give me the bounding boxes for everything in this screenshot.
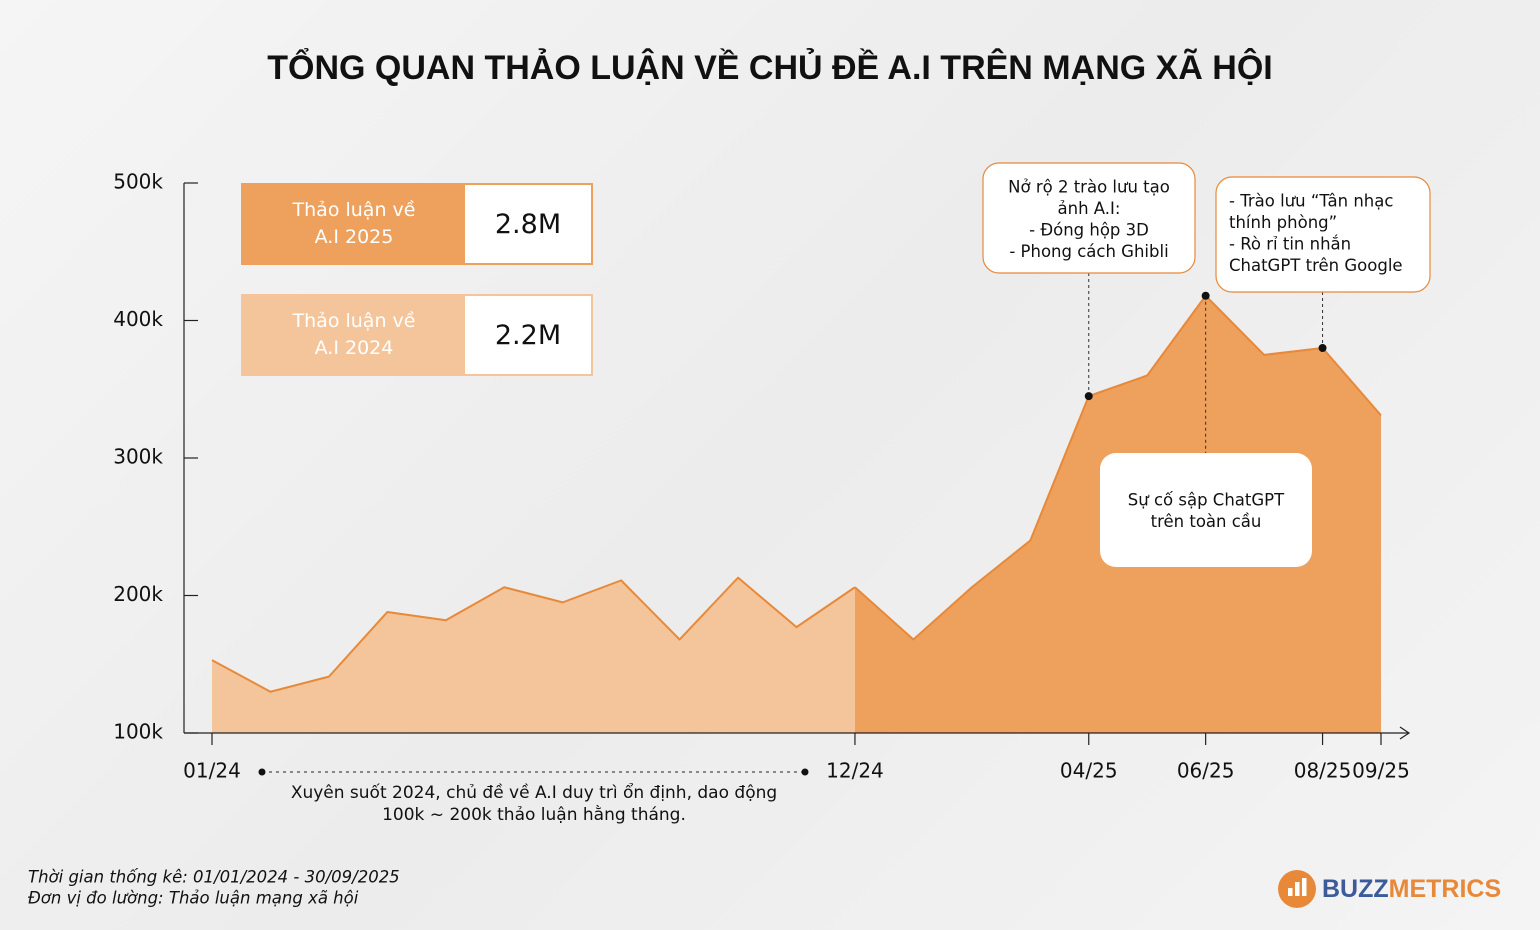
annotation-text: Sự cố sập ChatGPT xyxy=(1128,491,1285,510)
brand: BUZZMETRICS xyxy=(1322,875,1501,903)
x-tick-label: 12/24 xyxy=(826,759,884,783)
note-dot xyxy=(801,768,809,776)
x-axis-arrow xyxy=(1399,726,1411,740)
annotation-text: ChatGPT trên Google xyxy=(1229,256,1403,275)
annotation-text: thính phòng” xyxy=(1229,213,1337,232)
y-tick-label: 100k xyxy=(113,720,163,744)
annotation-text: - Rò rỉ tin nhắn xyxy=(1229,235,1351,254)
x-tick-label: 04/25 xyxy=(1060,759,1118,783)
line xyxy=(854,294,1382,641)
annotation-text: Nở rộ 2 trào lưu tạo xyxy=(1008,178,1170,197)
legend-item: Thảo luận về A.I 2024 2.2M xyxy=(241,294,593,376)
legend-item: Thảo luận về A.I 2025 2.8M xyxy=(241,183,593,265)
logo-bar xyxy=(1295,882,1300,896)
y-tick-label: 200k xyxy=(113,582,163,606)
annotation-text: - Đóng hộp 3D xyxy=(1029,221,1149,240)
legend-total: 2.2M xyxy=(465,296,591,374)
logo-bar xyxy=(1302,878,1307,896)
x-tick-label: 08/25 xyxy=(1294,759,1352,783)
legend-label: Thảo luận về A.I 2025 xyxy=(243,185,465,263)
x-tick-label: 01/24 xyxy=(183,759,241,783)
legend-total: 2.8M xyxy=(465,185,591,263)
line xyxy=(211,576,856,693)
point xyxy=(1318,344,1327,352)
point xyxy=(1084,392,1093,401)
brand-part: BUZZ xyxy=(1322,875,1389,903)
y-tick-label: 400k xyxy=(113,307,163,331)
footnote: Đơn vị đo lường: Thảo luận mạng xã hội xyxy=(28,889,359,908)
x-tick-label: 06/25 xyxy=(1177,759,1235,783)
annotation-box xyxy=(1100,453,1312,567)
y-tick-label: 300k xyxy=(113,445,163,469)
annotation-text: ảnh A.I: xyxy=(1058,199,1121,218)
brand-part: METRICS xyxy=(1389,875,1502,903)
annotation-text: - Trào lưu “Tân nhạc xyxy=(1229,192,1393,211)
note-text: Xuyên suốt 2024, chủ đề về A.I duy trì ổ… xyxy=(291,782,777,803)
chart-title: TỔNG QUAN THẢO LUẬN VỀ CHỦ ĐỀ A.I TRÊN M… xyxy=(267,48,1273,87)
note-text: 100k ~ 200k thảo luận hằng tháng. xyxy=(382,804,686,825)
x-tick-label: 09/25 xyxy=(1352,759,1410,783)
annotation-box xyxy=(982,162,1196,274)
annotation-box xyxy=(1215,176,1431,293)
annotation-text: - Phong cách Ghibli xyxy=(1009,242,1168,261)
note-dot xyxy=(258,768,266,776)
y-tick-label: 500k xyxy=(113,170,163,194)
logo-bar xyxy=(1288,888,1293,896)
annotation-text: trên toàn cầu xyxy=(1151,512,1262,531)
footnote: Thời gian thống kê: 01/01/2024 - 30/09/2… xyxy=(28,868,400,887)
area xyxy=(212,577,855,733)
point xyxy=(1201,291,1210,300)
legend-label: Thảo luận về A.I 2024 xyxy=(243,296,465,374)
